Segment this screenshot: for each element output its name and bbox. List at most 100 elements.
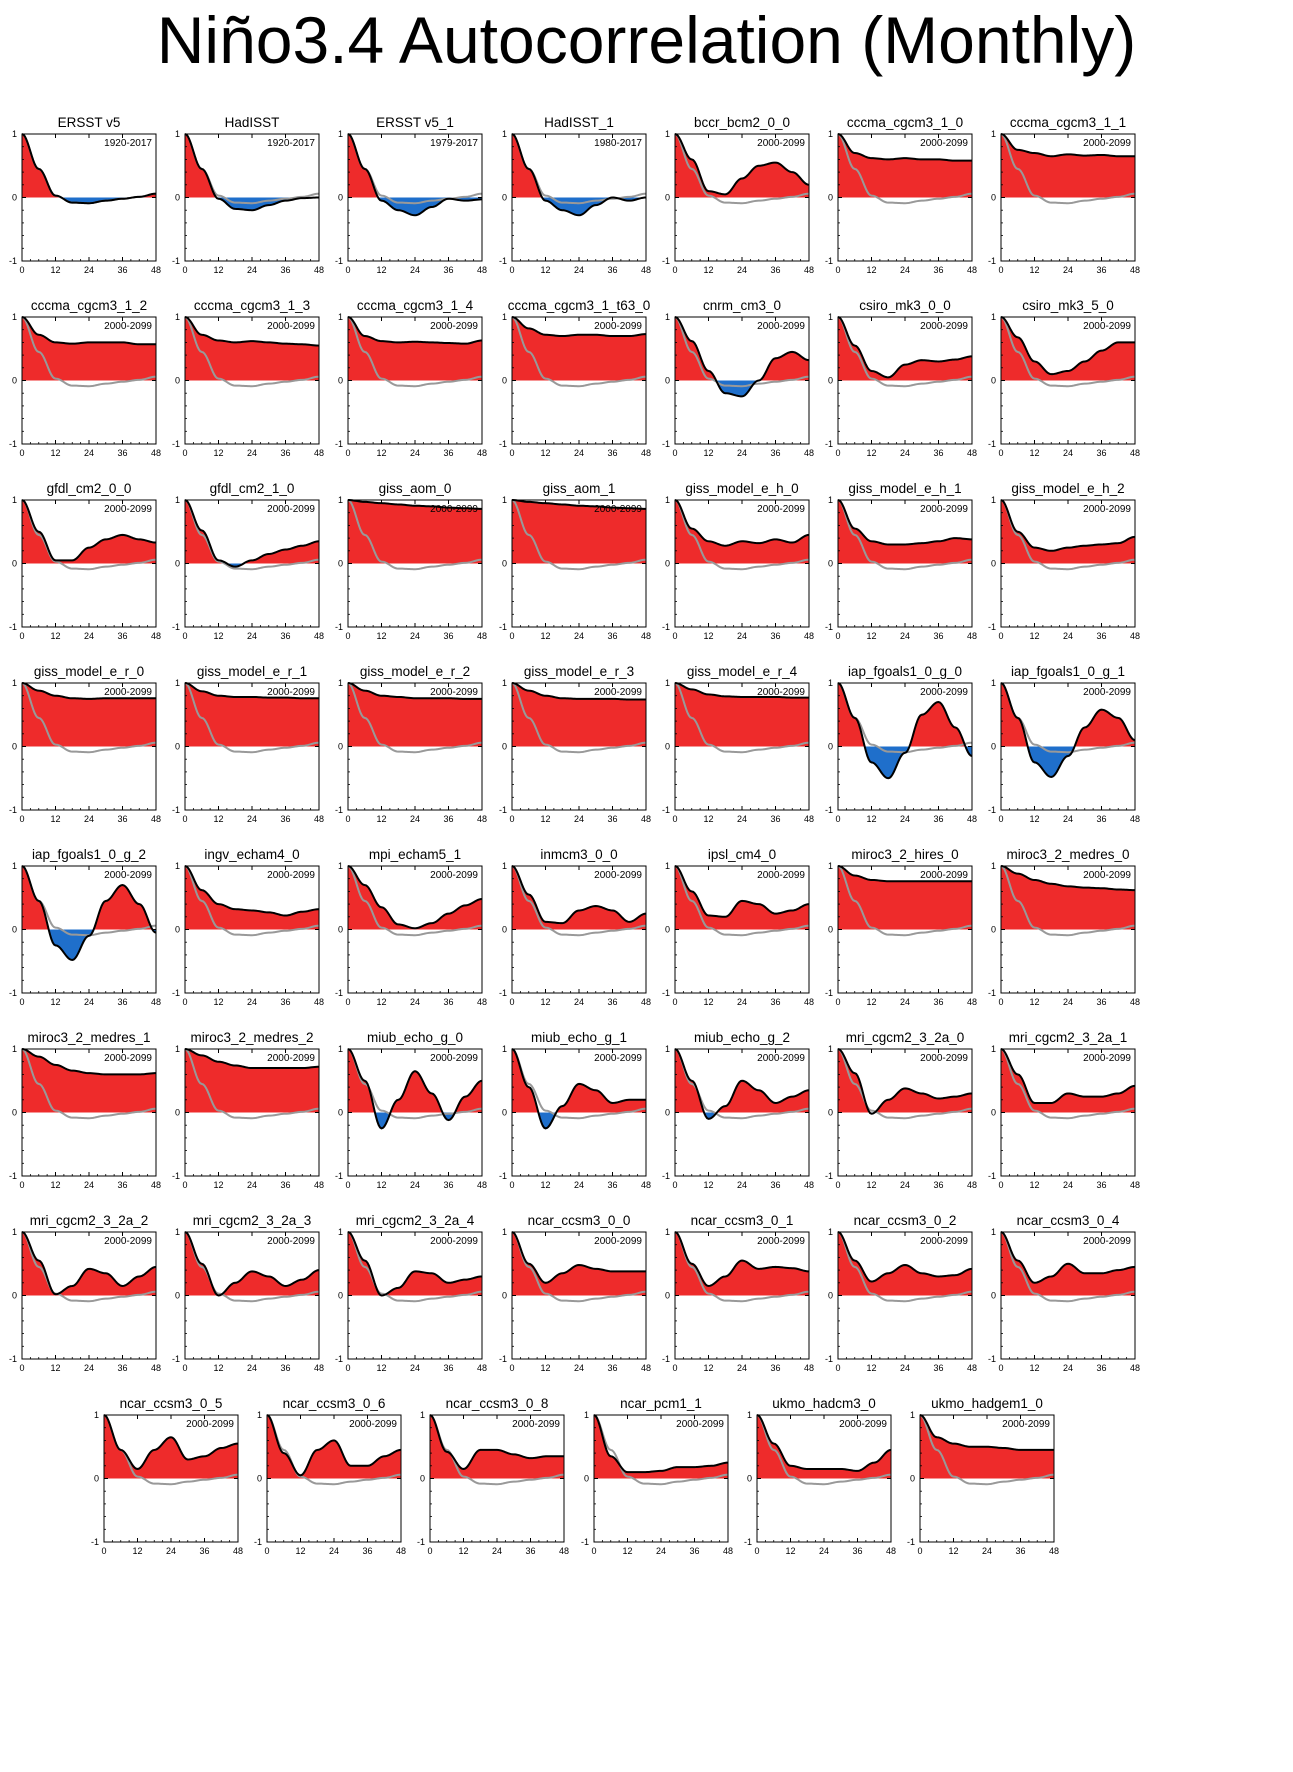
period-label: 2000-2099 (594, 687, 642, 698)
x-tick-label: 24 (737, 631, 747, 641)
x-tick-label: 0 (835, 814, 840, 824)
x-tick-label: 48 (477, 448, 487, 458)
x-tick-label: 0 (509, 631, 514, 641)
y-tick-label: 1 (12, 1227, 17, 1237)
panel-title: miroc3_2_medres_1 (27, 1030, 150, 1045)
y-tick-label: 0 (665, 559, 670, 569)
reference-line (593, 1414, 729, 1486)
panel-cccma_cgcm3_1_1: 0 12 24 36 48 -1 0 1 cccma_cgcm3_1_1 2000-2099 (979, 110, 1143, 277)
y-tick-label: 0 (828, 1291, 833, 1301)
x-tick-label: 48 (804, 265, 814, 275)
x-tick-label: 36 (280, 814, 290, 824)
x-tick-label: 0 (19, 448, 24, 458)
panel-title: csiro_mk3_5_0 (1022, 298, 1114, 313)
x-tick-label: 12 (540, 997, 550, 1007)
period-label: 2000-2099 (676, 1419, 724, 1430)
x-tick-label: 36 (443, 997, 453, 1007)
series-line (756, 1414, 892, 1472)
panel-title: ukmo_hadgem1_0 (931, 1396, 1043, 1411)
panel-miub_echo_g_1: 0 12 24 36 48 -1 0 1 miub_echo_g_1 2000-2099 (490, 1025, 654, 1192)
period-label: 2000-2099 (186, 1419, 234, 1430)
positive-area (675, 683, 809, 747)
panel-cnrm_cm3_0: 0 12 24 36 48 -1 0 1 cnrm_cm3_0 2000-2099 (653, 293, 817, 460)
period-label: 2000-2099 (594, 504, 642, 515)
x-tick-label: 0 (19, 631, 24, 641)
x-tick-label: 12 (785, 1546, 795, 1556)
x-tick-label: 48 (641, 997, 651, 1007)
y-tick-label: -1 (172, 1171, 180, 1181)
reference-line (347, 499, 483, 571)
positive-area (512, 1049, 646, 1113)
x-tick-label: 48 (477, 631, 487, 641)
positive-area (512, 500, 646, 564)
series-line (347, 316, 483, 345)
x-tick-label: 36 (280, 1363, 290, 1373)
x-tick-label: 12 (866, 448, 876, 458)
y-tick-label: -1 (335, 1354, 343, 1364)
y-tick-label: 0 (94, 1474, 99, 1484)
y-tick-label: 1 (665, 312, 670, 322)
panel-mri_cgcm2_3_2a_3: 0 12 24 36 48 -1 0 1 mri_cgcm2_3_2a_3 2000-2099 (163, 1208, 327, 1375)
x-tick-label: 36 (443, 814, 453, 824)
series-line (184, 499, 320, 568)
x-tick-label: 48 (477, 997, 487, 1007)
x-tick-label: 0 (345, 997, 350, 1007)
x-tick-label: 48 (1130, 1363, 1140, 1373)
negative-area (348, 1112, 482, 1129)
y-tick-label: 1 (12, 861, 17, 871)
x-tick-label: 36 (443, 448, 453, 458)
y-tick-label: -1 (499, 805, 507, 815)
series-line (184, 316, 320, 347)
y-tick-label: -1 (499, 256, 507, 266)
reference-line (21, 682, 157, 754)
positive-area (1001, 134, 1135, 198)
x-tick-label: 0 (672, 265, 677, 275)
x-tick-label: 48 (151, 631, 161, 641)
panel-title: mri_cgcm2_3_2a_0 (846, 1030, 965, 1045)
negative-area (675, 1112, 809, 1119)
x-tick-label: 12 (540, 1363, 550, 1373)
x-tick-label: 12 (132, 1546, 142, 1556)
x-tick-label: 0 (672, 448, 677, 458)
x-tick-label: 12 (376, 997, 386, 1007)
x-tick-label: 36 (1015, 1546, 1025, 1556)
reference-line (1000, 1231, 1136, 1303)
x-tick-label: 12 (703, 265, 713, 275)
x-tick-label: 36 (443, 1180, 453, 1190)
panel-mri_cgcm2_3_2a_4: 0 12 24 36 48 -1 0 1 mri_cgcm2_3_2a_4 2000-2099 (326, 1208, 490, 1375)
x-tick-label: 0 (427, 1546, 432, 1556)
x-tick-label: 36 (607, 1180, 617, 1190)
x-tick-label: 48 (967, 631, 977, 641)
x-tick-label: 0 (345, 265, 350, 275)
x-tick-label: 36 (933, 631, 943, 641)
y-tick-label: 0 (338, 1108, 343, 1118)
positive-area (185, 683, 319, 747)
reference-line (347, 865, 483, 937)
x-tick-label: 0 (182, 814, 187, 824)
y-tick-label: 0 (338, 193, 343, 203)
x-tick-label: 24 (247, 997, 257, 1007)
positive-area (22, 500, 156, 564)
x-tick-label: 48 (1049, 1546, 1059, 1556)
x-tick-label: 36 (607, 631, 617, 641)
reference-line (347, 316, 483, 388)
y-tick-label: 1 (828, 1227, 833, 1237)
x-tick-label: 36 (1096, 448, 1106, 458)
x-tick-label: 12 (540, 1180, 550, 1190)
x-tick-label: 48 (641, 448, 651, 458)
panel-ERSST v5_1: 0 12 24 36 48 -1 0 1 ERSST v5_1 1979-2017 (326, 110, 490, 277)
x-tick-label: 36 (280, 265, 290, 275)
panel-mri_cgcm2_3_2a_2: 0 12 24 36 48 -1 0 1 mri_cgcm2_3_2a_2 2000-2099 (0, 1208, 164, 1375)
x-tick-label: 12 (703, 631, 713, 641)
series-line (1000, 1231, 1136, 1284)
period-label: 2000-2099 (1083, 1236, 1131, 1247)
positive-area (512, 317, 646, 381)
x-tick-label: 12 (703, 814, 713, 824)
y-tick-label: 1 (991, 129, 996, 139)
panel-title: ncar_ccsm3_0_8 (446, 1396, 549, 1411)
series-line (511, 499, 647, 510)
